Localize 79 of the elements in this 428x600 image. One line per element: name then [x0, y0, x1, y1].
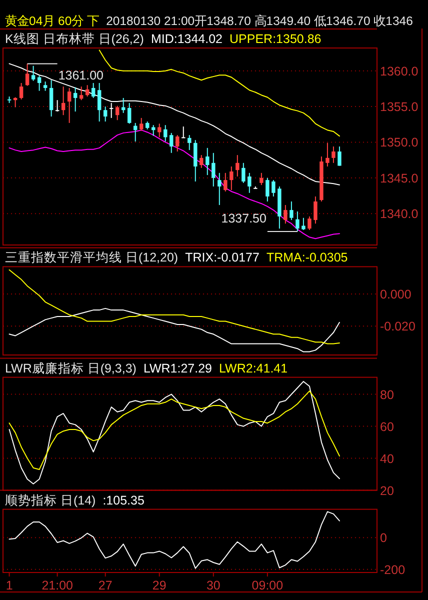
- candlestick: [25, 63, 30, 86]
- candlestick: [242, 162, 246, 184]
- x-tick-label: 30: [206, 578, 220, 592]
- x-tick-label: 27: [98, 578, 112, 592]
- y-tick-label: 1350.0: [380, 136, 418, 150]
- candlestick: [248, 172, 252, 194]
- candlestick: [109, 102, 114, 118]
- candlestick: [152, 124, 156, 136]
- candlestick: [158, 123, 162, 138]
- x-tick-label: 1: [6, 578, 13, 592]
- candlestick: [308, 216, 312, 231]
- candlestick: [116, 105, 120, 121]
- y-tick-label: 0: [380, 531, 387, 546]
- candlestick: [200, 154, 204, 168]
- candlestick: [188, 134, 192, 151]
- x-tick-label: 21:00: [42, 578, 74, 592]
- candlestick: [260, 172, 264, 186]
- y-tick-label: 1340.0: [380, 207, 418, 222]
- x-tick-label: 29: [152, 578, 166, 592]
- annotation: 1361.00: [26, 63, 104, 83]
- annotation: 1337.50: [221, 211, 298, 232]
- legend-:105.35: :105.35: [102, 493, 144, 508]
- annotation: 1361.00: [58, 68, 104, 83]
- candlestick: [296, 210, 300, 232]
- legend-title: 顺势指标 日(14): [5, 493, 96, 508]
- legend-title: LWR威廉指标 日(9,3,3): [5, 361, 136, 376]
- candlestick: [43, 81, 48, 92]
- y-tick-label: 0.000: [380, 287, 412, 302]
- candlestick: [284, 204, 288, 224]
- y-tick-label: 1345.0: [380, 171, 418, 186]
- candlestick: [206, 147, 210, 176]
- candlestick: [326, 142, 330, 167]
- candlestick: [332, 146, 336, 164]
- title: 黄金04月 60分 下: [5, 14, 100, 28]
- candlestick: [164, 124, 168, 142]
- candlestick: [302, 217, 306, 231]
- candlestick: [212, 152, 216, 187]
- y-tick-label: 1360.0: [380, 64, 418, 78]
- legend-title: 三重指数平滑平均线 日(12,20): [5, 250, 178, 265]
- candlestick: [236, 154, 240, 177]
- candlestick: [140, 117, 144, 132]
- candlestick: [128, 102, 132, 124]
- candlestick: [272, 180, 276, 197]
- candlestick: [85, 84, 90, 98]
- subtitle: 20180130 21:00开1348.70 高1349.40 低1346.70 收1346: [106, 14, 413, 28]
- candlestick: [176, 134, 180, 152]
- candlestick: [91, 82, 96, 98]
- candlestick: [290, 200, 294, 221]
- candlestick: [338, 146, 342, 166]
- candlestick: [49, 80, 54, 118]
- candlestick: [19, 82, 24, 100]
- y-tick-label: 20: [380, 484, 394, 498]
- candlestick: [194, 140, 198, 182]
- candlestick: [314, 196, 318, 224]
- candlestick: [55, 100, 60, 112]
- y-tick-label: 80: [380, 388, 394, 402]
- candlestick: [31, 65, 36, 82]
- candlestick: [182, 126, 186, 138]
- candlestick: [79, 86, 84, 101]
- legend-title: K线图 日布林带 日(26,2): [5, 32, 144, 46]
- candlestick: [97, 82, 102, 122]
- x-tick-label: 09:00: [252, 578, 284, 592]
- candlestick: [67, 87, 72, 124]
- y-tick-label: 60: [380, 420, 394, 434]
- y-tick-label: -200: [380, 562, 406, 577]
- annotation: 1337.50: [221, 211, 266, 226]
- candlestick: [61, 86, 66, 116]
- y-tick-label: -0.020: [380, 320, 416, 334]
- candlestick: [266, 177, 270, 202]
- candlestick: [73, 86, 78, 112]
- y-tick-label: 1355.0: [380, 100, 418, 114]
- y-tick-label: 40: [380, 452, 394, 466]
- candlestick: [224, 172, 228, 192]
- candlestick: [170, 132, 174, 154]
- candlestick: [37, 75, 42, 92]
- candlestick: [122, 97, 126, 114]
- candlestick: [103, 106, 108, 122]
- candlestick: [230, 166, 234, 191]
- candlestick: [218, 172, 222, 206]
